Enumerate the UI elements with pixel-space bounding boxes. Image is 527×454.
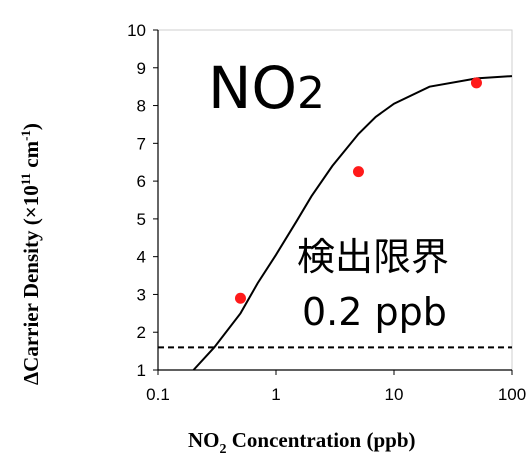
y-tick-label: 6: [137, 172, 146, 191]
y-tick-label: 5: [137, 210, 146, 229]
gas-label: NO2: [208, 54, 325, 122]
x-tick-label: 1: [271, 385, 280, 404]
x-axis-title: NO2 Concentration (ppb): [188, 428, 416, 454]
data-point: [470, 77, 482, 89]
x-tick-label: 100: [498, 385, 526, 404]
annotation-line-1: 検出限界: [297, 235, 449, 279]
data-point: [352, 166, 364, 178]
y-tick-label: 7: [137, 134, 146, 153]
y-tick-label: 3: [137, 285, 146, 304]
data-point: [234, 292, 246, 304]
gas-label-subscript: 2: [297, 68, 325, 119]
data-points-layer: [234, 77, 482, 304]
fit-curve: [192, 75, 513, 371]
y-tick-label: 10: [127, 21, 146, 40]
fit-curve-layer: [158, 75, 513, 371]
annotation-line-2: 0.2 ppb: [302, 290, 447, 334]
y-tick-label: 1: [137, 361, 146, 380]
y-tick-label: 4: [137, 248, 146, 267]
y-tick-label: 9: [137, 59, 146, 78]
y-tick-label: 2: [137, 323, 146, 342]
x-tick-label: 10: [385, 385, 404, 404]
y-axis-title: ΔCarrier Density (×1011 cm-1): [18, 123, 43, 385]
x-tick-label: 0.1: [146, 385, 170, 404]
y-tick-label: 8: [137, 97, 146, 116]
